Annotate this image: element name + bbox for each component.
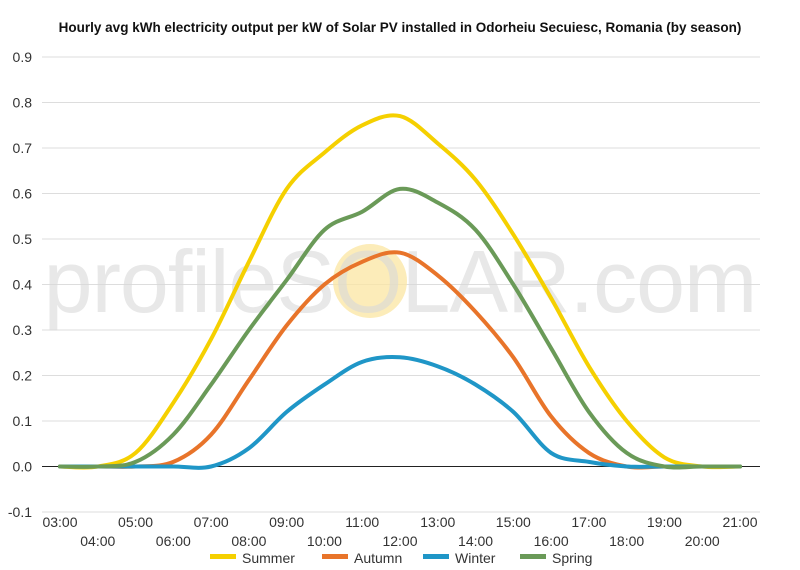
x-tick-label: 19:00: [647, 514, 682, 530]
x-tick-label: 06:00: [156, 533, 191, 549]
x-tick-label: 16:00: [534, 533, 569, 549]
watermark-sun-icon: [333, 244, 407, 318]
legend-layer: Summer Autumn Winter Spring: [210, 550, 592, 566]
legend-swatch: [520, 554, 546, 559]
x-tick-label: 04:00: [80, 533, 115, 549]
legend-swatch: [322, 554, 348, 559]
x-tick-label: 18:00: [609, 533, 644, 549]
legend-label: Summer: [242, 550, 295, 566]
legend-label: Spring: [552, 550, 592, 566]
y-tick-label: 0.3: [13, 322, 33, 338]
y-tick-label: 0.4: [13, 277, 33, 293]
y-tick-label: 0.0: [13, 459, 33, 475]
x-tick-label: 05:00: [118, 514, 153, 530]
x-tick-label: 20:00: [685, 533, 720, 549]
series-layer: [58, 113, 742, 470]
watermark-text: profileSOLAR.com: [44, 232, 757, 331]
y-tick-label: 0.8: [13, 95, 33, 111]
y-tick-label: 0.2: [13, 368, 33, 384]
legend-item-summer[interactable]: Summer: [210, 550, 295, 566]
watermark-layer: profileSOLAR.com: [44, 232, 758, 331]
chart-title: Hourly avg kWh electricity output per kW…: [58, 20, 742, 35]
x-tick-label: 13:00: [420, 514, 455, 530]
series-line-summer: [58, 113, 742, 470]
x-tick-label: 10:00: [307, 533, 342, 549]
x-tick-label: 17:00: [571, 514, 606, 530]
x-tick-label: 09:00: [269, 514, 304, 530]
legend-swatch: [210, 554, 236, 559]
axis-layer: -0.10.00.10.20.30.40.50.60.70.80.903:000…: [8, 49, 758, 549]
x-tick-label: 11:00: [345, 514, 379, 530]
y-tick-label: 0.9: [13, 49, 33, 65]
series-line-spring: [58, 186, 742, 470]
legend-swatch: [423, 554, 449, 559]
grid-layer: [42, 56, 760, 513]
x-tick-label: 03:00: [42, 514, 77, 530]
y-tick-label: 0.5: [13, 231, 33, 247]
x-tick-label: 15:00: [496, 514, 531, 530]
x-tick-label: 14:00: [458, 533, 493, 549]
series-line-winter: [58, 355, 742, 470]
y-tick-label: -0.1: [8, 504, 32, 520]
y-tick-label: 0.1: [13, 413, 33, 429]
x-tick-label: 07:00: [194, 514, 229, 530]
legend-label: Autumn: [354, 550, 402, 566]
legend-item-spring[interactable]: Spring: [520, 550, 592, 566]
legend-label: Winter: [455, 550, 496, 566]
x-tick-label: 08:00: [231, 533, 266, 549]
y-tick-label: 0.7: [13, 140, 33, 156]
x-tick-label: 12:00: [382, 533, 417, 549]
legend-item-winter[interactable]: Winter: [423, 550, 496, 566]
x-tick-label: 21:00: [722, 514, 757, 530]
y-tick-label: 0.6: [13, 186, 33, 202]
legend-item-autumn[interactable]: Autumn: [322, 550, 402, 566]
